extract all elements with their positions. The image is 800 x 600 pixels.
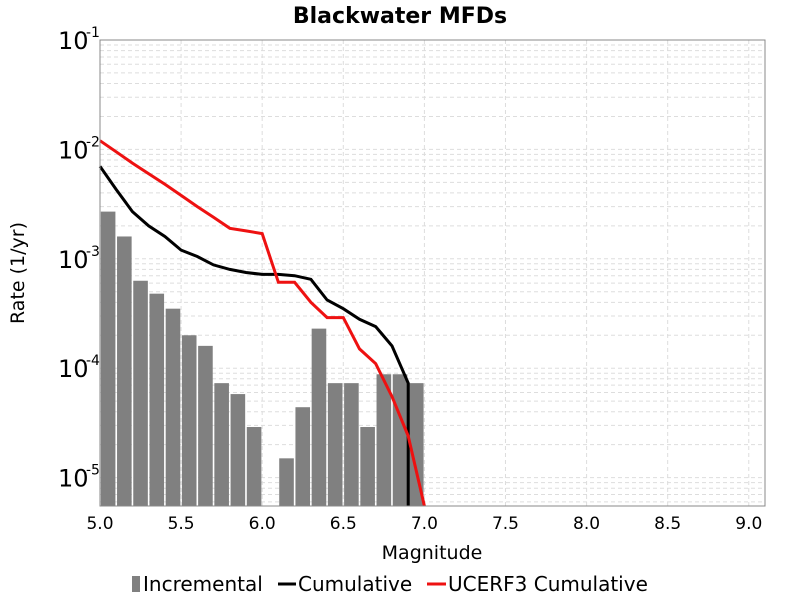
- legend-label-cumulative: Cumulative: [298, 572, 412, 596]
- cumulative-lines: [98, 139, 426, 507]
- plot-area-border: [99, 39, 766, 507]
- x-tick-label: 5.0: [86, 514, 113, 534]
- x-tick-label: 8.5: [654, 514, 681, 534]
- incremental-bars: [100, 211, 424, 506]
- x-tick-label: 9.0: [735, 514, 762, 534]
- incremental-bar: [376, 374, 392, 506]
- incremental-bar: [149, 293, 165, 506]
- y-axis-ticks: 10-110-210-310-410-5: [58, 25, 100, 493]
- incremental-bar: [198, 345, 213, 506]
- y-tick-exponent: -4: [86, 353, 100, 369]
- incremental-bar: [214, 383, 229, 506]
- y-tick-label: 10: [58, 246, 89, 274]
- x-tick-label: 8.0: [573, 514, 600, 534]
- x-axis-ticks: 5.0 5.5 6.0 6.5 7.0 7.5 8.0 8.5 9.0: [86, 514, 762, 534]
- incremental-bar: [165, 308, 181, 506]
- incremental-bar: [246, 427, 262, 506]
- x-tick-label: 6.5: [330, 514, 357, 534]
- y-tick-label: 10: [58, 355, 89, 383]
- incremental-bar: [327, 383, 343, 506]
- x-tick-label: 6.0: [249, 514, 276, 534]
- incremental-bar: [392, 374, 408, 506]
- legend-swatch-incremental: [132, 576, 140, 592]
- ucerf3-cumulative-line: [99, 139, 426, 507]
- legend-label-ucerf3: UCERF3 Cumulative: [448, 572, 648, 596]
- x-tick-label: 7.5: [492, 514, 519, 534]
- x-axis-label: Magnitude: [382, 542, 483, 564]
- incremental-bar: [230, 394, 246, 506]
- incremental-bar: [279, 458, 294, 506]
- y-tick-label: 10: [58, 27, 89, 55]
- incremental-bar: [360, 427, 375, 506]
- legend-label-incremental: Incremental: [143, 572, 263, 596]
- y-tick-exponent: -5: [86, 463, 100, 479]
- incremental-bar: [133, 280, 148, 506]
- chart-title: Blackwater MFDs: [293, 4, 507, 29]
- incremental-bar: [311, 328, 327, 506]
- y-axis-label: Rate (1/yr): [7, 222, 29, 324]
- y-tick-label: 10: [58, 465, 89, 493]
- cumulative-line: [98, 165, 410, 506]
- incremental-bar: [344, 383, 359, 506]
- incremental-bar: [117, 236, 132, 506]
- y-tick-exponent: -2: [86, 134, 100, 150]
- x-tick-label: 7.0: [411, 514, 438, 534]
- legend: Incremental Cumulative UCERF3 Cumulative: [132, 572, 648, 596]
- y-tick-exponent: -3: [86, 244, 100, 260]
- y-tick-exponent: -1: [86, 25, 100, 41]
- incremental-bar: [181, 335, 197, 506]
- incremental-bar: [408, 383, 424, 506]
- x-tick-label: 5.5: [168, 514, 195, 534]
- y-tick-label: 10: [58, 136, 89, 164]
- incremental-bar: [100, 211, 116, 506]
- incremental-bar: [295, 407, 311, 506]
- plot-gridlines: [99, 40, 765, 506]
